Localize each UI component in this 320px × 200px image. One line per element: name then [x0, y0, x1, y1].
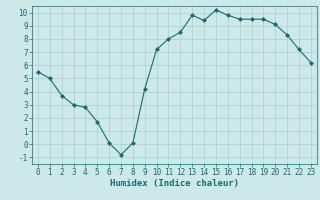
X-axis label: Humidex (Indice chaleur): Humidex (Indice chaleur) — [110, 179, 239, 188]
